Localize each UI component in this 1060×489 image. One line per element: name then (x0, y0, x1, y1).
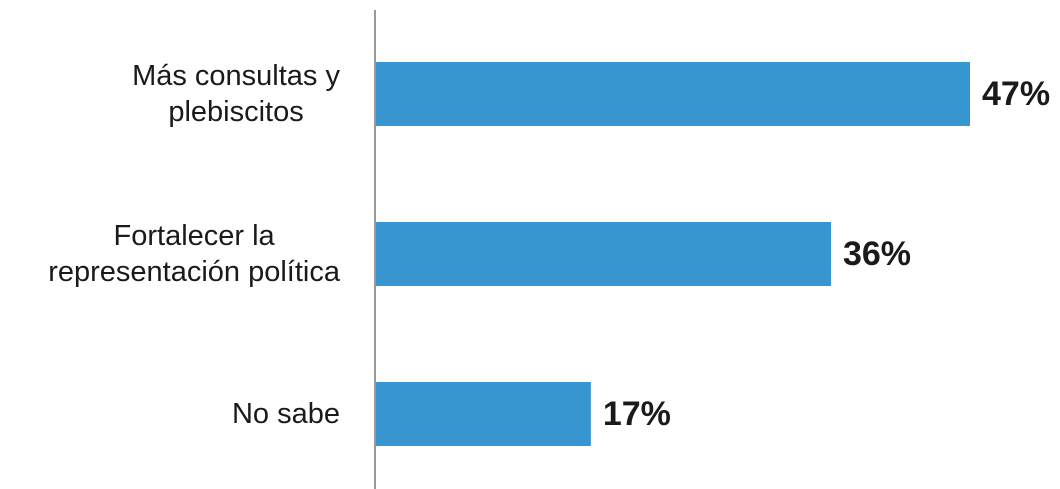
value-label-3: 17% (603, 395, 671, 433)
category-label-3-line-1: No sabe (232, 398, 340, 430)
category-label-2-line-2: representación política (48, 256, 341, 288)
bar-3 (376, 382, 591, 446)
value-label-2: 36% (843, 235, 911, 273)
bar-2 (376, 222, 831, 286)
category-label-1-line-1: Más consultas y (132, 60, 340, 92)
category-label-1-line-2: plebiscitos (168, 96, 303, 128)
category-labels-group: Más consultas y plebiscitos Fortalecer la r… (48, 60, 341, 430)
value-labels-group: 47% 36% 17% (603, 75, 1050, 433)
bars-group (376, 62, 970, 446)
bar-1 (376, 62, 970, 126)
value-label-1: 47% (982, 75, 1050, 113)
category-label-2-line-1: Fortalecer la (114, 220, 276, 252)
